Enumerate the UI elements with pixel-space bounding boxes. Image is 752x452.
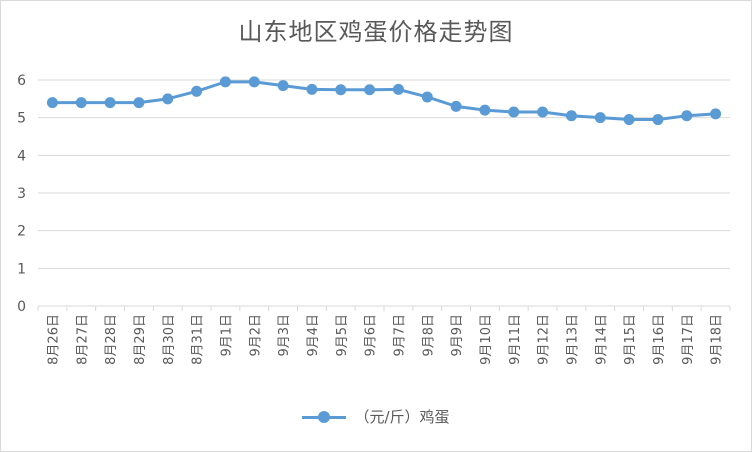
data-point bbox=[191, 85, 203, 97]
x-tick-label: 9月7日 bbox=[392, 314, 407, 357]
x-tick-label: 9月1日 bbox=[219, 314, 234, 357]
y-tick-label: 1 bbox=[17, 261, 26, 277]
x-tick-label: 8月30日 bbox=[162, 314, 177, 365]
data-point bbox=[219, 76, 231, 88]
x-tick-label: 9月6日 bbox=[364, 314, 379, 357]
x-tick-label: 9月12日 bbox=[537, 314, 552, 365]
x-tick-label: 9月15日 bbox=[623, 314, 638, 365]
data-point bbox=[450, 100, 462, 112]
data-point bbox=[133, 97, 145, 109]
data-point bbox=[306, 83, 318, 95]
data-point bbox=[594, 112, 606, 124]
data-point bbox=[537, 106, 549, 118]
y-tick-label: 5 bbox=[17, 111, 26, 127]
series-line bbox=[50, 80, 718, 122]
chart-title: 山东地区鸡蛋价格走势图 bbox=[238, 18, 514, 46]
x-tick-label: 9月3日 bbox=[277, 314, 292, 357]
x-tick-label: 8月26日 bbox=[46, 314, 61, 365]
x-tick-label: 9月16日 bbox=[652, 314, 667, 365]
legend-label: （元/斤）鸡蛋 bbox=[354, 408, 450, 426]
x-tick-label: 9月4日 bbox=[306, 314, 321, 357]
legend-marker-icon bbox=[302, 410, 347, 424]
data-point bbox=[162, 93, 174, 105]
x-tick-label: 8月31日 bbox=[191, 314, 206, 365]
y-tick-label: 2 bbox=[17, 224, 26, 240]
data-point bbox=[75, 97, 87, 109]
data-point bbox=[248, 76, 260, 88]
x-tick-label: 9月5日 bbox=[335, 314, 350, 357]
data-point bbox=[421, 91, 433, 103]
data-point bbox=[652, 114, 664, 126]
data-point bbox=[565, 110, 577, 122]
data-point bbox=[46, 97, 58, 109]
x-tick-label: 9月11日 bbox=[508, 314, 523, 365]
x-tick-label: 9月2日 bbox=[248, 314, 263, 357]
data-point bbox=[710, 108, 722, 120]
data-point bbox=[104, 97, 116, 109]
x-tick-label: 9月13日 bbox=[565, 314, 580, 365]
data-point bbox=[392, 83, 404, 95]
x-tick-label: 9月14日 bbox=[594, 314, 609, 365]
data-point bbox=[335, 84, 347, 96]
x-tick-label: 9月17日 bbox=[681, 314, 696, 365]
y-tick-label: 0 bbox=[17, 299, 26, 315]
data-point bbox=[623, 114, 635, 126]
data-point bbox=[364, 84, 376, 96]
legend: （元/斤）鸡蛋 bbox=[0, 406, 752, 427]
x-tick-label: 8月28日 bbox=[104, 314, 119, 365]
x-tick-label: 8月29日 bbox=[133, 314, 148, 365]
x-tick-label: 9月8日 bbox=[421, 314, 436, 357]
data-point bbox=[681, 110, 693, 122]
data-point bbox=[277, 80, 289, 92]
y-tick-label: 6 bbox=[17, 73, 26, 89]
y-tick-label: 4 bbox=[17, 148, 26, 164]
x-tick-label: 8月27日 bbox=[75, 314, 90, 365]
x-tick-label: 9月10日 bbox=[479, 314, 494, 365]
data-point bbox=[508, 106, 520, 118]
x-tick-label: 9月9日 bbox=[450, 314, 465, 357]
y-tick-label: 3 bbox=[17, 186, 26, 202]
x-tick-label: 9月18日 bbox=[710, 314, 725, 365]
data-point bbox=[479, 104, 491, 116]
